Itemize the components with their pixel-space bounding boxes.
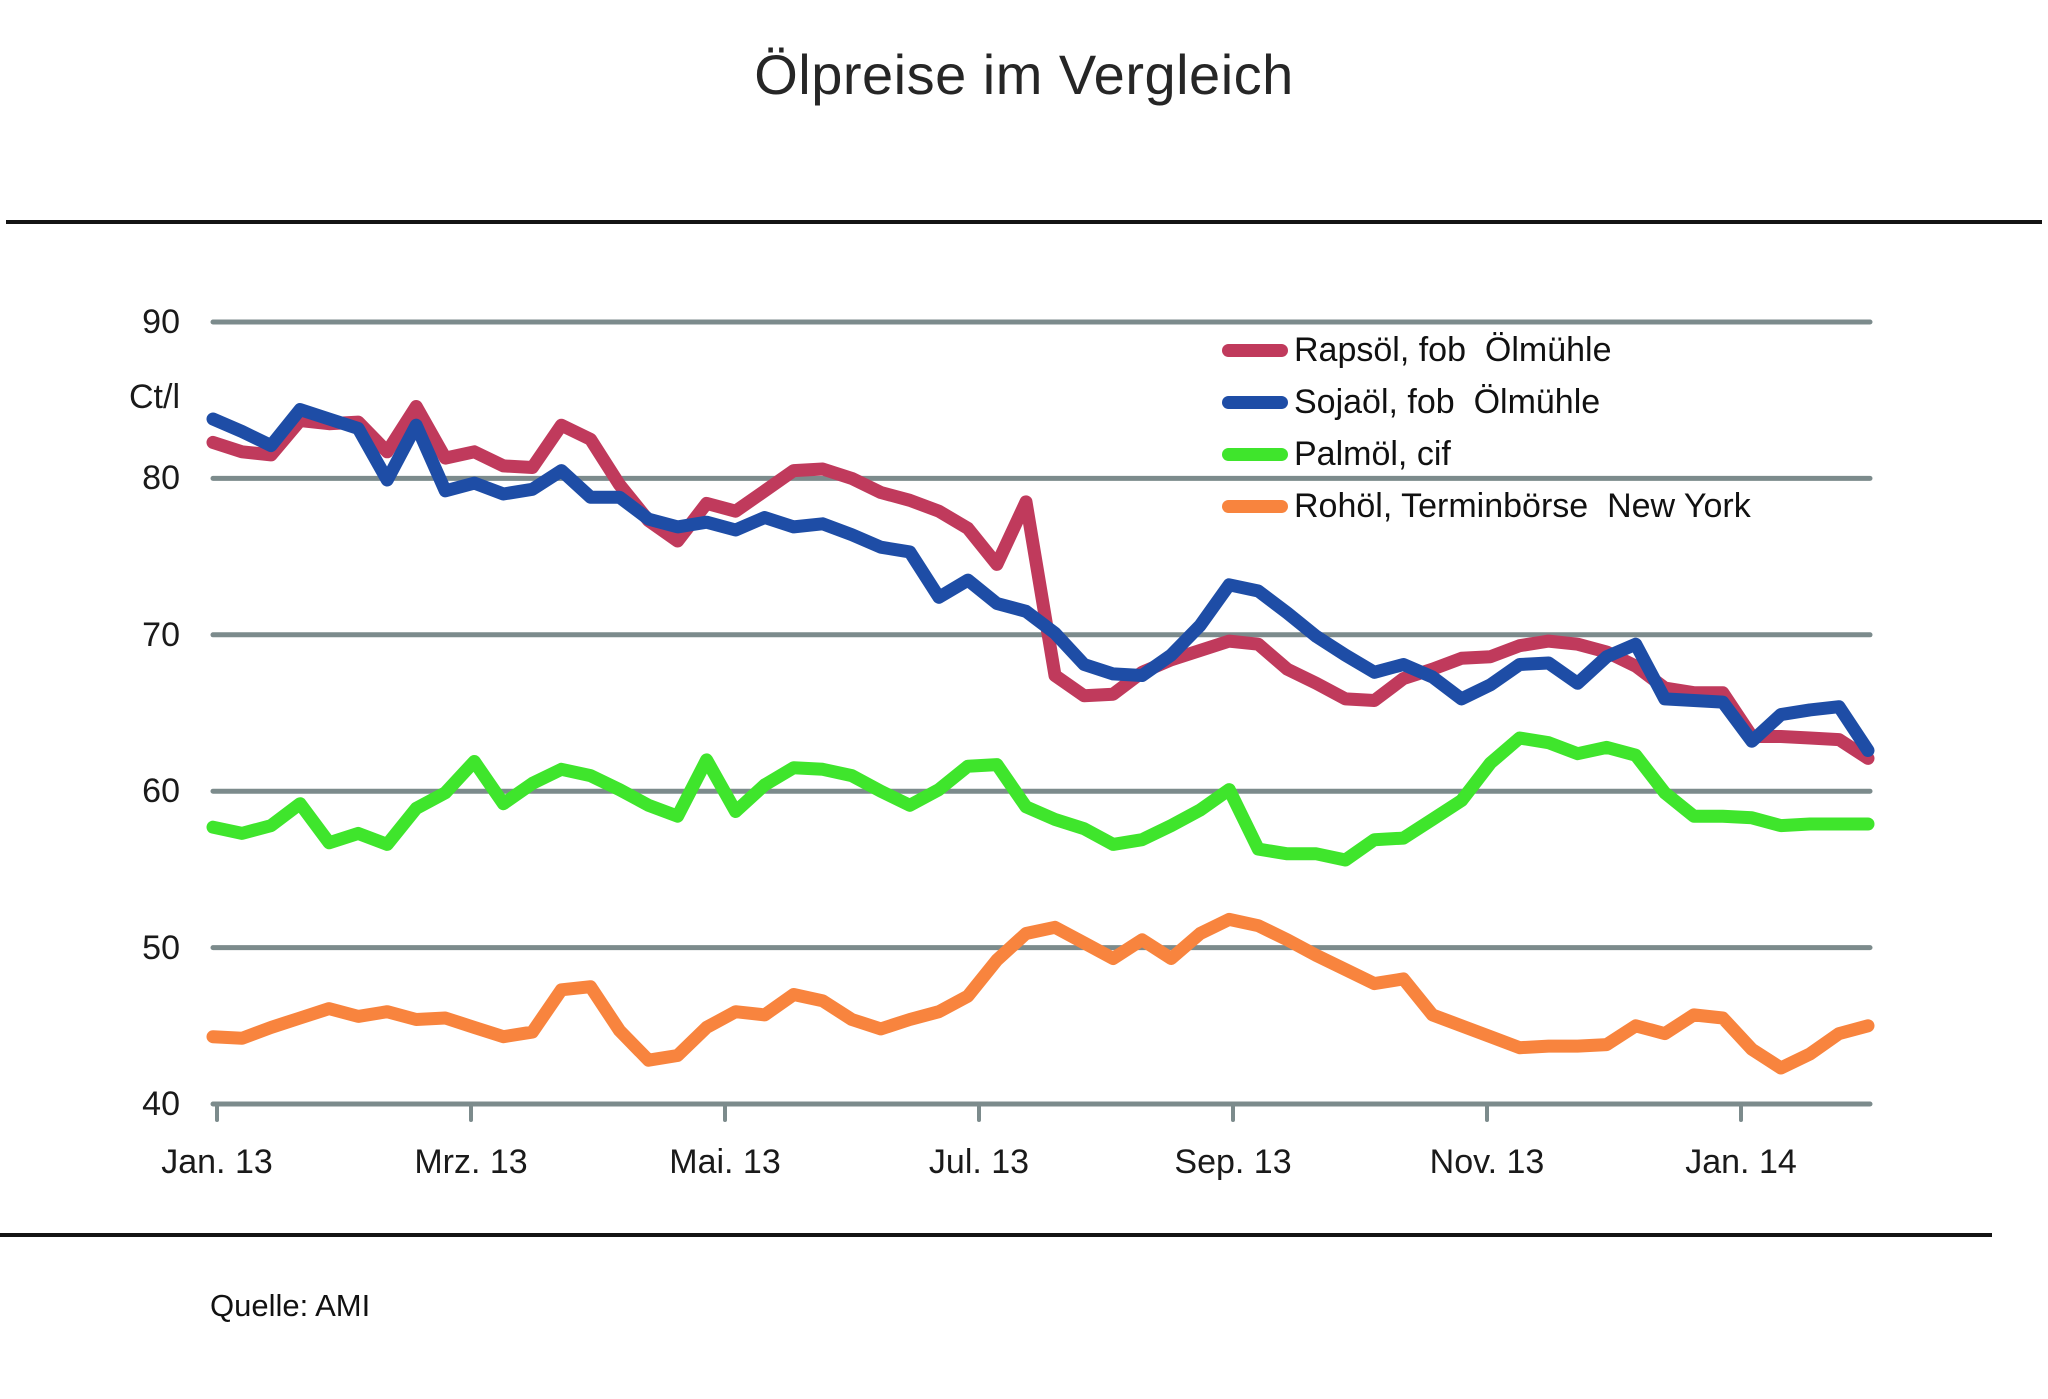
- legend-label: Rohöl, Terminbörse New York: [1294, 486, 1751, 525]
- legend-swatch-icon: [1222, 447, 1288, 461]
- y-tick-label-90: 90: [142, 303, 180, 341]
- top-divider-line: [6, 220, 2042, 224]
- x-tick-label-sep-13: Sep. 13: [1174, 1143, 1292, 1181]
- y-tick-label-40: 40: [142, 1085, 180, 1123]
- legend-item-soja-l-fob-lm-hle: Sojaöl, fob Ölmühle: [1222, 376, 1751, 428]
- legend-item-raps-l-fob-lm-hle: Rapsöl, fob Ölmühle: [1222, 324, 1751, 376]
- x-tick-label-mrz-13: Mrz. 13: [414, 1143, 528, 1181]
- x-tick-label-nov-13: Nov. 13: [1429, 1143, 1545, 1181]
- y-tick-label-80: 80: [142, 459, 180, 498]
- series-line-raps-l-fob-lm-hle: [206, 400, 1875, 765]
- bottom-divider-line: [0, 1233, 1992, 1237]
- x-tick-label-jan-13: Jan. 13: [161, 1143, 273, 1181]
- y-tick-label-70: 70: [142, 615, 180, 654]
- legend-swatch-icon: [1222, 395, 1288, 409]
- legend-label: Sojaöl, fob Ölmühle: [1294, 382, 1601, 421]
- legend-item-palm-l-cif: Palmöl, cif: [1222, 428, 1751, 480]
- y-tick-label-60: 60: [142, 772, 180, 811]
- y-axis-unit-label: Ct/l: [129, 378, 180, 416]
- chart-legend: Rapsöl, fob Ölmühle Sojaöl, fob Ölmühle Pa…: [1222, 324, 1751, 532]
- x-tick-label-jul-13: Jul. 13: [928, 1143, 1030, 1181]
- legend-swatch-icon: [1222, 343, 1288, 357]
- legend-label: Rapsöl, fob Ölmühle: [1294, 330, 1612, 369]
- x-tick-label-mai-13: Mai. 13: [669, 1143, 781, 1181]
- y-tick-label-50: 50: [142, 928, 180, 967]
- legend-item-roh-l-terminb-rse-new-york: Rohöl, Terminbörse New York: [1222, 480, 1751, 532]
- source-note: Quelle: AMI: [210, 1288, 371, 1323]
- series-line-soja-l-fob-lm-hle: [206, 403, 1875, 757]
- series-line-roh-l-terminb-rse-new-york: [206, 912, 1875, 1075]
- x-tick-label-jan-14: Jan. 14: [1685, 1143, 1797, 1181]
- page-title: Ölpreise im Vergleich: [754, 43, 1294, 106]
- series-line-palm-l-cif: [206, 731, 1875, 867]
- legend-label: Palmöl, cif: [1294, 434, 1451, 473]
- legend-swatch-icon: [1222, 499, 1288, 513]
